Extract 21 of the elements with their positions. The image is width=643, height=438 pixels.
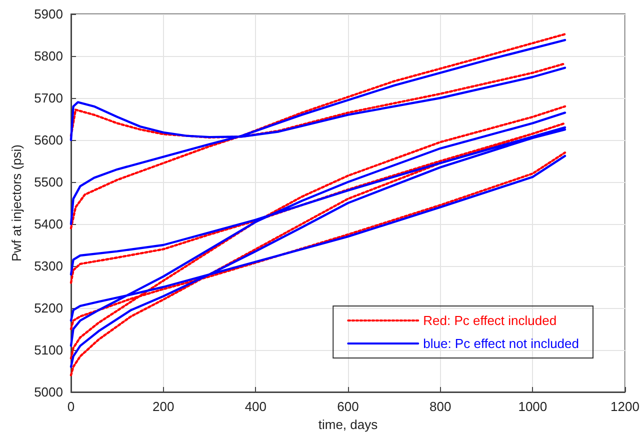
y-tick-label: 5700 (34, 90, 63, 106)
x-tick-label: 800 (429, 399, 452, 414)
x-tick-label: 1200 (610, 399, 640, 414)
y-tick-label: 5100 (34, 342, 63, 358)
y-tick-label: 5800 (34, 48, 63, 64)
text: Red: Pc effect included (423, 313, 557, 328)
text: blue: Pc effect not included (423, 336, 580, 351)
y-tick-label: 5300 (34, 258, 63, 274)
x-tick-label: 1000 (518, 399, 548, 414)
y-tick-label: 5900 (34, 6, 63, 22)
y-tick-label: 5400 (34, 216, 63, 232)
x-axis-title: time, days (318, 416, 378, 432)
y-tick-label: 5000 (34, 384, 63, 400)
y-tick-label: 5200 (34, 300, 63, 316)
y-axis-title: Pwf at injectors (psi) (9, 144, 24, 262)
x-tick-label: 200 (152, 399, 174, 414)
x-tick-label: 600 (337, 399, 359, 414)
x-tick-label: 400 (244, 399, 267, 414)
x-tick-label: 0 (67, 399, 75, 414)
y-tick-label: 5600 (34, 132, 63, 148)
y-tick-label: 5500 (34, 174, 63, 190)
